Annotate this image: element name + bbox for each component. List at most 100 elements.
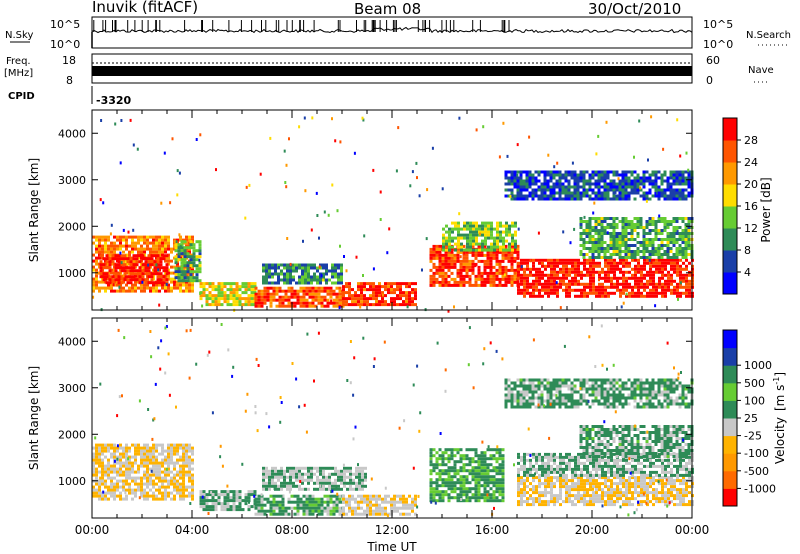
heatmap-cell <box>459 271 463 275</box>
heatmap-cell <box>141 272 145 276</box>
heatmap-cell <box>278 286 282 290</box>
heatmap-cell <box>149 247 152 251</box>
heatmap-cell <box>317 512 321 516</box>
heatmap-cell <box>502 224 505 228</box>
heatmap-cell <box>630 232 634 235</box>
nave-tick-top: 60 <box>706 54 720 67</box>
heatmap-cell <box>396 500 399 504</box>
heatmap-cell <box>604 264 607 268</box>
heatmap-cell <box>131 289 134 293</box>
heatmap-cell <box>289 278 292 282</box>
heatmap-cell <box>495 277 499 281</box>
heatmap-cell <box>167 443 170 447</box>
heatmap-cell <box>480 253 484 257</box>
heatmap-cell <box>399 291 402 295</box>
heatmap-cell <box>274 466 277 470</box>
heatmap-cell <box>143 241 146 245</box>
heatmap-cell <box>538 270 541 274</box>
heatmap-cell <box>616 279 619 283</box>
heatmap-cell <box>223 490 227 494</box>
heatmap-cell <box>173 282 176 286</box>
heatmap-cell <box>624 241 628 244</box>
heatmap-cell <box>654 229 658 232</box>
heatmap-cell <box>343 469 346 473</box>
heatmap-cell <box>684 232 688 235</box>
heatmap-cell <box>164 473 167 477</box>
heatmap-cell <box>639 241 643 244</box>
heatmap-cell <box>199 496 203 500</box>
heatmap-cell <box>217 502 221 506</box>
heatmap-cell <box>143 452 146 456</box>
heatmap-cell <box>304 275 307 279</box>
heatmap-cell <box>396 282 399 286</box>
heatmap-cell <box>465 274 469 278</box>
heatmap-cell <box>182 470 185 474</box>
heatmap-cell <box>176 473 179 477</box>
heatmap-cell <box>576 179 580 183</box>
heatmap-cell <box>125 497 128 501</box>
heatmap-cell <box>311 298 315 302</box>
heatmap-cell <box>603 173 607 177</box>
heatmap-cell <box>598 278 600 282</box>
heatmap-cell <box>658 264 661 268</box>
heatmap-cell <box>582 244 586 247</box>
heatmap-cell <box>266 295 270 299</box>
heatmap-cell <box>241 282 245 286</box>
heatmap-cell <box>260 509 264 513</box>
heatmap-cell <box>102 272 106 276</box>
heatmap-cell <box>609 217 613 220</box>
heatmap-cell <box>531 188 535 192</box>
heatmap-cell <box>588 223 592 226</box>
heatmap-cell <box>335 292 339 296</box>
heatmap-cell <box>522 185 526 189</box>
heatmap-cell <box>164 467 167 471</box>
heatmap-cell <box>643 264 646 268</box>
heatmap-cell <box>358 469 361 473</box>
heatmap-cell <box>489 256 493 260</box>
heatmap-cell <box>625 270 628 274</box>
heatmap-cell <box>183 264 187 268</box>
heatmap-cell <box>606 223 610 226</box>
heatmap-cell <box>179 467 182 471</box>
heatmap-cell <box>679 267 682 271</box>
heatmap-cell <box>517 261 520 265</box>
heatmap-cell <box>642 226 646 229</box>
heatmap-cell <box>498 271 502 275</box>
heatmap-cell <box>568 291 571 295</box>
heatmap-cell <box>104 464 107 468</box>
heatmap-cell <box>588 256 592 259</box>
heatmap-cell <box>661 270 664 274</box>
heatmap-cell <box>351 300 354 304</box>
heatmap-cell <box>271 469 274 473</box>
heatmap-cell <box>597 244 601 247</box>
heatmap-cell <box>603 250 607 253</box>
heatmap-cell <box>649 282 652 286</box>
heatmap-cell <box>429 463 433 467</box>
heatmap-cell <box>588 229 592 232</box>
heatmap-cell <box>607 264 610 268</box>
heatmap-cell <box>520 288 523 292</box>
heatmap-cell <box>504 250 508 254</box>
nsky-line <box>91 26 693 34</box>
heatmap-cell <box>331 481 334 485</box>
heatmap-cell <box>305 301 309 305</box>
heatmap-cell <box>173 443 176 447</box>
heatmap-cell <box>591 191 595 195</box>
heatmap-cell <box>414 503 417 507</box>
heatmap-cell <box>364 466 367 470</box>
heatmap-cell <box>498 283 502 287</box>
heatmap-cell <box>588 241 592 244</box>
heatmap-cell <box>111 260 115 264</box>
heatmap-cell <box>223 297 227 301</box>
heatmap-cell <box>669 220 673 223</box>
heatmap-cell <box>98 256 101 260</box>
heatmap-cell <box>260 512 264 516</box>
heatmap-cell <box>639 188 643 192</box>
heatmap-cell <box>508 224 511 228</box>
heatmap-cell <box>152 452 155 456</box>
ytick-label: 2000 <box>58 220 86 233</box>
heatmap-cell <box>369 509 372 513</box>
heatmap-cell <box>456 247 460 251</box>
colorbar-swatch <box>723 162 737 185</box>
